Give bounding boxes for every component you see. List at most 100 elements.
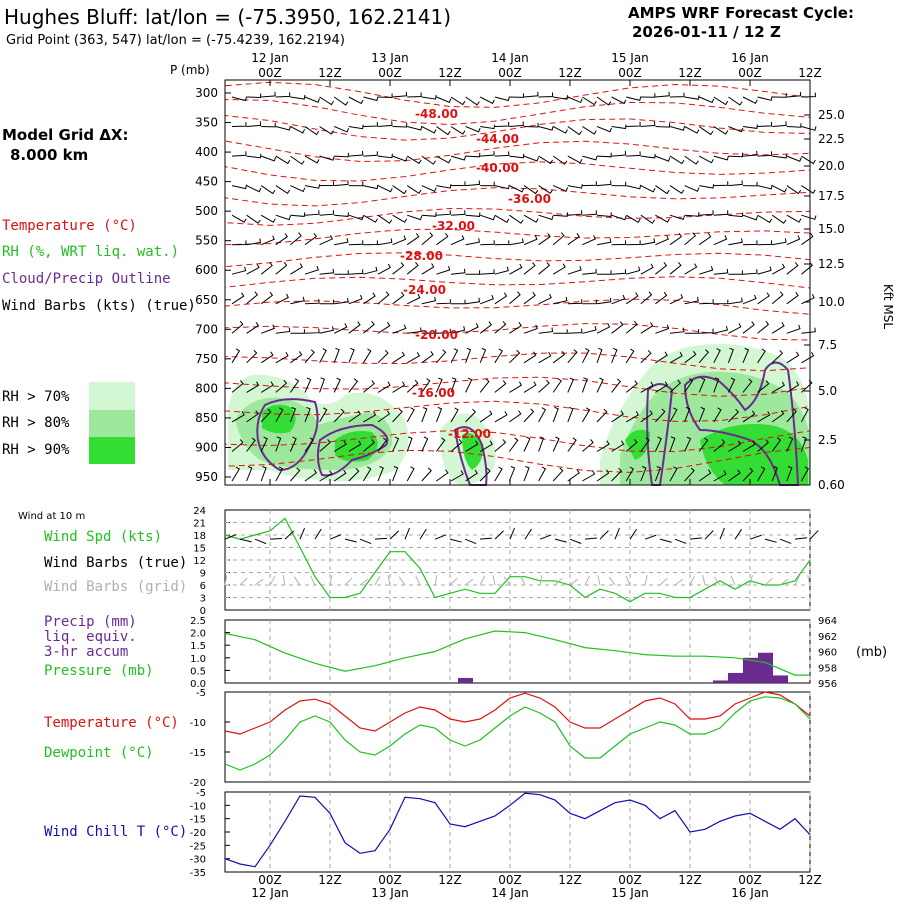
wind-barb (713, 325, 729, 334)
wind-barb (625, 348, 635, 364)
wind-barb (494, 151, 510, 157)
wind-barb (596, 297, 612, 305)
y-tick-label: 0.5 (190, 666, 206, 677)
wind-barb (699, 299, 714, 305)
surface-wind-barb (629, 528, 637, 540)
wind-barb (377, 291, 390, 305)
grid-wind-barb (492, 575, 496, 586)
top-hour-label: 00Z (498, 66, 522, 80)
wind-barb (698, 377, 706, 393)
wind-barb (450, 470, 464, 482)
y-tick-label: 12 (193, 556, 206, 567)
wind-barb (363, 121, 378, 127)
wind-barb (231, 240, 247, 246)
wind-barb (757, 292, 770, 305)
wind-speed-line (224, 517, 811, 603)
temperature-contour-label: -32.00 (432, 219, 475, 233)
wind-barb (246, 185, 262, 193)
wind-barb (392, 381, 406, 393)
surface-wind-barb (389, 530, 399, 540)
surface-wind-barb (314, 528, 322, 540)
wind-barb (319, 348, 327, 364)
wind-barb (713, 155, 729, 161)
wind-barb (757, 121, 773, 127)
wind-barb (406, 185, 422, 194)
wind-barb (509, 185, 525, 193)
y-tick-label: -15 (190, 815, 206, 826)
wind-barb (567, 210, 583, 216)
wind-barb (757, 348, 766, 364)
wind-barb (436, 469, 449, 482)
grid-wind-barb (608, 576, 616, 586)
wind-barb (538, 185, 553, 194)
legend-rh80-swatch (89, 410, 135, 437)
grid-wind-barb (644, 575, 648, 586)
rh-region (335, 431, 378, 462)
wind-barb (436, 126, 451, 136)
y-tick-label: 1.5 (190, 641, 206, 652)
wind-barb (333, 323, 348, 334)
wind-barb (625, 320, 638, 334)
wind-barb (625, 466, 634, 482)
wind-barb (669, 185, 685, 194)
wind-barb (421, 467, 432, 482)
wind-barb (348, 440, 362, 452)
top-hour-label: 12Z (438, 66, 462, 80)
wind-barb (465, 323, 479, 334)
wind-barb (698, 469, 712, 482)
wind-barb (436, 299, 451, 305)
pressure-unit: (mb) (856, 645, 887, 660)
wind-barb (552, 406, 559, 423)
wind-barb (538, 466, 547, 482)
legend-temperature: Temperature (°C) (2, 218, 137, 234)
wind-barb (509, 291, 521, 305)
wind-barb (611, 240, 627, 246)
grid-wind-barb (520, 575, 526, 586)
wind-barb (392, 122, 408, 128)
surface-wind-barb (599, 530, 609, 540)
wind-barb (611, 181, 627, 187)
wind-barb (377, 238, 393, 246)
wind-barb (260, 214, 276, 223)
wind-barb (771, 291, 784, 305)
temperature-contour-label: -36.00 (508, 192, 551, 206)
wind-barb (319, 299, 335, 305)
wind-barb (304, 210, 320, 216)
y-tick-label: -5 (196, 788, 206, 799)
wind-barb (435, 437, 446, 452)
wind-barb (552, 436, 560, 452)
surface-wind-barb (449, 538, 462, 543)
y-tick-label: -35 (190, 868, 206, 879)
temperature-contour-label: -24.00 (403, 283, 446, 297)
wind-barb (728, 408, 740, 423)
rh-region (625, 429, 650, 460)
top-hour-label: 12Z (318, 66, 342, 80)
wind-barb (611, 410, 624, 423)
wind-barb (450, 235, 465, 246)
y-tick-label: 1.0 (190, 654, 206, 665)
grid-wind-barb (239, 577, 248, 586)
wind-barb (421, 185, 437, 192)
wind-barb (333, 347, 340, 363)
grid-wind-barb (310, 575, 316, 586)
grid-wind-barb (344, 577, 353, 586)
wind-barb (800, 407, 809, 423)
grid-wind-barb (659, 577, 668, 586)
cloud-outline (453, 426, 488, 486)
grid-wind-barb (779, 578, 789, 586)
precip-bar (773, 675, 788, 683)
wind-barb (786, 214, 802, 223)
wind-barb (333, 469, 347, 482)
bottom-hour-label: 12Z (438, 873, 462, 887)
surface-wind-barb (479, 537, 493, 540)
wind-barb (553, 296, 568, 305)
wind-barb (698, 437, 709, 452)
wind-barb (728, 212, 744, 218)
top-hour-label: 00Z (738, 66, 762, 80)
wind-barb (757, 240, 773, 246)
wind-barb (304, 184, 320, 189)
wind-barb (231, 266, 247, 275)
wind-barb (757, 184, 773, 190)
wind-barb (392, 235, 407, 246)
